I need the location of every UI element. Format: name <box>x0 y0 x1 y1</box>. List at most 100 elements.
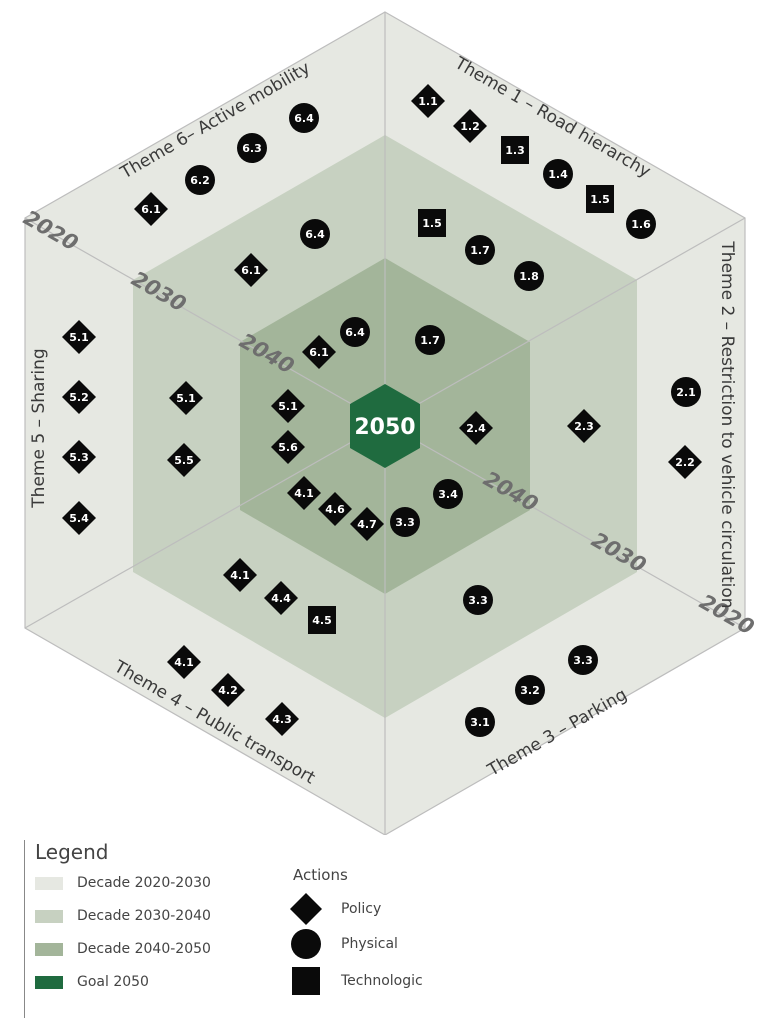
action-marker-label: 1.7 <box>420 334 440 347</box>
diamond-icon <box>62 440 96 474</box>
action-marker-5-2: 5.2 <box>62 380 96 414</box>
action-marker-4-5: 4.5 <box>308 606 336 634</box>
action-marker-label: 6.4 <box>305 228 325 241</box>
circle-icon <box>433 479 463 509</box>
action-marker-4-7: 4.7 <box>350 507 384 541</box>
diamond-icon <box>287 476 321 510</box>
action-marker-label: 4.1 <box>230 569 250 582</box>
action-marker-label: 4.1 <box>294 487 314 500</box>
legend-action-physical: Physical <box>289 927 398 961</box>
legend-item-decade-2040-2050: Decade 2040-2050 <box>35 939 211 959</box>
action-marker-label: 2.2 <box>675 456 695 469</box>
hexagon-diagram: 2050 2020 2030 2040 2020 2030 2040 Theme… <box>20 11 758 835</box>
action-marker-label: 6.2 <box>190 174 210 187</box>
action-marker-label: 6.1 <box>241 264 261 277</box>
action-marker-label: 5.5 <box>174 454 194 467</box>
legend-item-goal-2050: Goal 2050 <box>35 972 149 992</box>
action-marker-label: 2.1 <box>676 386 696 399</box>
action-marker-1-6: 1.6 <box>626 209 656 239</box>
action-marker-label: 1.6 <box>631 218 651 231</box>
action-marker-label: 3.2 <box>520 684 540 697</box>
circle-icon <box>390 507 420 537</box>
action-marker-label: 5.2 <box>69 391 89 404</box>
action-marker-label: 4.2 <box>218 684 238 697</box>
action-marker-6-1: 6.1 <box>134 192 168 226</box>
action-marker-4-1: 4.1 <box>287 476 321 510</box>
diamond-icon <box>453 109 487 143</box>
action-marker-3-3: 3.3 <box>568 645 598 675</box>
action-marker-4-4: 4.4 <box>264 581 298 615</box>
circle-icon <box>568 645 598 675</box>
action-marker-label: 2.3 <box>574 420 594 433</box>
action-marker-label: 5.3 <box>69 451 89 464</box>
swatch-decade-2030-2040 <box>35 909 63 923</box>
theme-2-label: Theme 2 – Restriction to vehicle circula… <box>717 240 737 608</box>
action-marker-4-2: 4.2 <box>211 673 245 707</box>
action-marker-3-2: 3.2 <box>515 675 545 705</box>
circle-icon <box>515 675 545 705</box>
diamond-icon <box>167 645 201 679</box>
action-marker-1-2: 1.2 <box>453 109 487 143</box>
goal-2050-hexagon <box>350 384 420 468</box>
action-marker-1-1: 1.1 <box>411 84 445 118</box>
diamond-icon <box>668 445 702 479</box>
diamond-icon <box>318 492 352 526</box>
action-marker-label: 4.4 <box>271 592 291 605</box>
square-icon <box>418 209 446 237</box>
diamond-icon <box>302 335 336 369</box>
action-marker-1-7: 1.7 <box>465 235 495 265</box>
action-marker-5-5: 5.5 <box>167 443 201 477</box>
action-marker-4-3: 4.3 <box>265 702 299 736</box>
diamond-icon <box>211 673 245 707</box>
diamond-icon <box>62 380 96 414</box>
diamond-icon <box>264 581 298 615</box>
action-marker-label: 6.4 <box>294 112 314 125</box>
action-marker-label: 4.1 <box>174 656 194 669</box>
legend-item-decade-2030-2040: Decade 2030-2040 <box>35 906 211 926</box>
circle-icon <box>340 317 370 347</box>
diamond-icon <box>271 389 305 423</box>
action-marker-label: 1.2 <box>460 120 480 133</box>
action-marker-label: 3.3 <box>395 516 415 529</box>
action-marker-label: 1.7 <box>470 244 490 257</box>
action-marker-6-4: 6.4 <box>300 219 330 249</box>
action-marker-3-1: 3.1 <box>465 707 495 737</box>
action-marker-4-1: 4.1 <box>167 645 201 679</box>
square-icon <box>586 185 614 213</box>
diamond-icon <box>234 253 268 287</box>
diamond-icon <box>134 192 168 226</box>
square-icon <box>289 964 323 998</box>
swatch-decade-2020-2030 <box>35 876 63 890</box>
circle-icon <box>415 325 445 355</box>
swatch-decade-2040-2050 <box>35 942 63 956</box>
diamond-icon <box>62 320 96 354</box>
actions-title: Actions <box>293 866 348 884</box>
action-marker-label: 1.8 <box>519 270 539 283</box>
diamond-icon <box>271 430 305 464</box>
circle-icon <box>300 219 330 249</box>
legend-label: Decade 2020-2030 <box>77 875 211 891</box>
action-marker-2-1: 2.1 <box>671 377 701 407</box>
action-marker-label: 4.3 <box>272 713 292 726</box>
action-marker-label: 5.1 <box>278 400 298 413</box>
action-markers: 1.1 1.2 1.3 1.4 1.5 1.6 1.5 1.7 1.8 1.7 2.1 2.2 2.3 2… <box>62 84 702 737</box>
circle-icon <box>514 261 544 291</box>
action-marker-6-2: 6.2 <box>185 165 215 195</box>
action-marker-label: 1.4 <box>548 168 568 181</box>
legend-label: Decade 2040-2050 <box>77 941 211 957</box>
diamond-icon <box>169 381 203 415</box>
action-marker-1-5: 1.5 <box>586 185 614 213</box>
action-marker-label: 5.4 <box>69 512 89 525</box>
square-icon <box>308 606 336 634</box>
action-marker-label: 5.1 <box>69 331 89 344</box>
legend-label: Decade 2030-2040 <box>77 908 211 924</box>
circle-icon <box>671 377 701 407</box>
action-marker-label: 4.5 <box>312 614 332 627</box>
circle-icon <box>289 927 323 961</box>
diamond-icon <box>223 558 257 592</box>
theme-5-label: Theme 5 – Sharing <box>29 348 49 508</box>
action-marker-5-6: 5.6 <box>271 430 305 464</box>
action-marker-1-4: 1.4 <box>543 159 573 189</box>
circle-icon <box>185 165 215 195</box>
legend-title: Legend <box>35 840 109 864</box>
